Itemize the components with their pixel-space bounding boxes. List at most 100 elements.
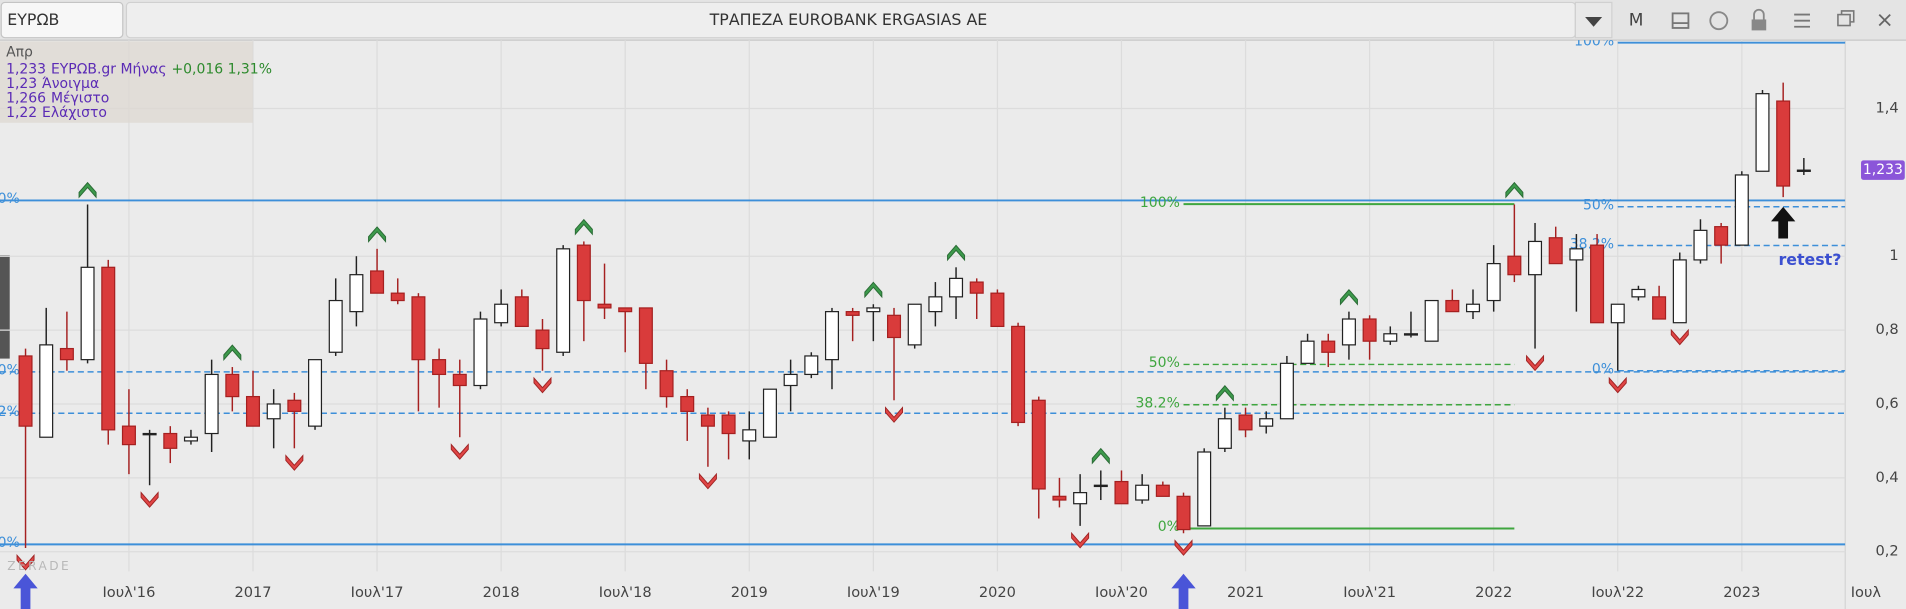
candle-body [432,359,447,376]
signal-up [574,218,593,236]
x-tick-label: Ιουλ'21 [1343,584,1396,601]
candle-body [1011,325,1026,424]
candle-body [1341,318,1356,346]
candle-body [494,303,509,324]
candle-body [1714,226,1729,246]
signal-down [140,491,159,508]
info-low-label: Ελάχιστο [42,105,107,121]
candle-body [1093,484,1108,488]
x-tick-label: 2019 [731,584,768,601]
candle-body [266,403,281,420]
signal-down [1670,328,1689,346]
candle-body [1569,248,1584,261]
candle-body [1073,492,1088,505]
layout-icon[interactable] [1671,12,1690,29]
candle-body [1259,418,1274,427]
candle-body [1465,303,1481,313]
restore-icon[interactable] [1837,13,1851,27]
level-label: 0% [0,363,20,379]
info-panel [0,41,253,123]
level-label: 0% [0,535,20,551]
symbol-box[interactable] [0,1,124,39]
close-icon[interactable] [1878,13,1891,27]
candle-body [390,292,405,302]
level-label: 38.2% [1135,395,1179,411]
candle-body [142,432,157,436]
price-tag [1861,160,1905,180]
comment-icon[interactable] [1709,11,1729,31]
x-tick-label: Ιουλ'18 [599,584,652,601]
candle-body [1486,262,1501,302]
candle-body [969,281,984,294]
x-tick-label: Ιουλ'17 [351,584,404,601]
candle-body [1300,340,1315,364]
lock-shackle [1753,8,1765,20]
candle-body [1321,340,1336,353]
x-tick-label: 2020 [979,584,1016,601]
x-tick-label: 2023 [1723,584,1760,601]
candles [18,82,1811,549]
signal-up [1505,181,1524,199]
signal-down [533,376,552,394]
candle-body [59,347,74,361]
level-label: 2% [0,404,20,420]
candle-body [204,373,219,435]
candle-body [1610,303,1625,324]
candle-body [866,307,881,313]
candle-body [1528,240,1543,276]
levels: 100%0%50%38.2%0%0%2%0%100%50%38.2%0% [0,40,1846,551]
candle-body [308,359,323,427]
candle-body [1135,484,1150,501]
candle-body [80,266,95,361]
candle-body [949,277,964,298]
candle-body [1734,174,1749,246]
candle-body [1197,451,1212,527]
arrow [1771,206,1796,239]
annotation: retest? [1778,250,1841,269]
x-tick-label: Ιουλ'19 [847,584,900,601]
y-tick-label: 0,4 [1876,469,1899,486]
candle-body [101,266,116,431]
candle-body [370,270,385,294]
candle-body [535,329,550,350]
axes: 0,2 0,4 0,6 0,8 1 1,4 Ιουλ'16 2017 Ιουλ'17 2018 Ιο… [103,99,1905,601]
signal-up [368,226,387,243]
candle-body [514,296,529,328]
candle-body [1383,333,1398,342]
candle-body [1155,484,1170,497]
period-button[interactable]: M [1629,11,1644,31]
signal-up [1091,447,1110,465]
x-tick-label: Ιουλ'16 [103,584,156,601]
candle-body [887,314,902,339]
symbol-input[interactable]: ΕΥΡΩΒ [7,10,59,29]
candle-body [556,248,571,353]
candle-body [700,414,715,427]
candle-body [1693,229,1708,261]
candle-body [18,355,33,427]
signal-down [885,406,904,423]
lock-icon[interactable] [1751,19,1767,31]
signal-down [1526,354,1545,372]
signal-down [285,454,304,471]
candle-body [1279,362,1294,420]
candle-body [39,344,54,438]
info-high: 1,266 [6,90,46,106]
info-low-line: 1,22 Ελάχιστο [6,105,107,121]
candle-body [618,307,633,313]
candle-body [1652,296,1667,320]
info-open: 1,23 [6,76,37,92]
info-price: 1,233 [6,61,46,77]
x-tick-label: 2018 [483,584,520,601]
level-label: 50% [1583,198,1614,214]
candle-body [1424,299,1439,342]
candle-body [783,373,798,387]
candle-body [721,414,736,435]
candle-body [1052,495,1067,501]
candle-body [1217,418,1232,449]
candle-body [1776,100,1791,187]
candle-body [1755,93,1770,172]
signal-up [78,181,97,199]
menu-icon[interactable] [1794,13,1810,28]
signal-up [864,281,883,299]
info-period: Απρ [6,44,33,60]
